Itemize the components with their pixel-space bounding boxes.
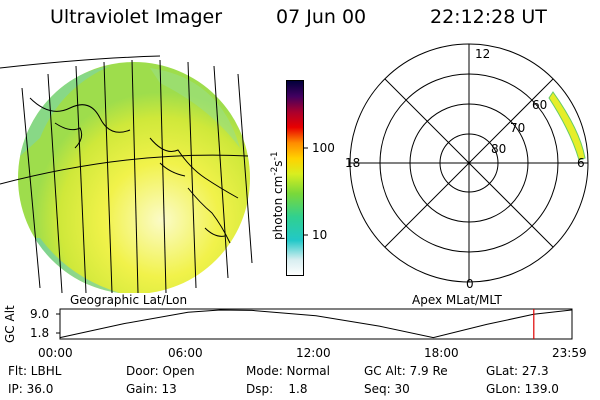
colorbar [286,80,308,276]
unit-exp2: -1 [270,151,280,161]
mlt-label-0: 0 [466,277,474,291]
polar-panel: 12 18 6 0 60 70 80 [345,43,589,291]
altitude-ytick-low: 1.8 [30,326,49,340]
status-gain: Gain: 13 [126,382,177,396]
earth-disc [18,62,250,293]
coastlines [29,97,239,244]
lat-lon-grid [0,55,253,293]
geographic-image-panel [0,55,253,293]
lat-label-70: 70 [510,121,525,135]
lat-label-80: 80 [491,142,506,156]
altitude-xtick-1: 06:00 [168,346,203,360]
status-gcalt: GC Alt: 7.9 Re [364,364,448,378]
colorbar-tick-100: 100 [312,141,335,155]
mlt-label-6: 6 [577,156,585,170]
status-door: Door: Open [126,364,195,378]
unit-s: s [271,160,285,167]
status-ip: IP: 36.0 [8,382,54,396]
status-dsp: Dsp: 1.8 [246,382,308,396]
instrument-title: Ultraviolet Imager [50,6,223,28]
altitude-ylabel: GC Alt [3,305,17,343]
altitude-plot-frame [59,308,573,340]
polar-highlight [548,91,586,161]
altitude-plot: GC Alt 9.0 1.8 00:00 06:00 12:00 18:00 2… [3,305,587,360]
polar-panel-label: Apex MLat/MLT [412,293,502,307]
mlt-label-12: 12 [475,47,490,61]
image-date: 07 Jun 00 [276,6,367,28]
altitude-xtick-0: 00:00 [38,346,73,360]
mlt-label-18: 18 [345,156,360,170]
colorbar-tick-10: 10 [312,228,328,242]
status-glat: GLat: 27.3 [486,364,549,378]
altitude-curve [59,309,572,339]
altitude-xtick-4: 23:59 [552,346,587,360]
lat-label-60: 60 [532,98,547,112]
colorbar-unit-label: photon cm-2s-1 [270,151,285,240]
image-time: 22:12:28 UT [430,6,547,28]
polar-grid [349,43,589,283]
status-filter: Flt: LBHL [8,364,62,378]
altitude-xtick-3: 18:00 [424,346,459,360]
unit-text: photon cm [271,175,285,240]
unit-exp1: -2 [270,166,280,176]
geo-panel-label: Geographic Lat/Lon [70,293,188,307]
status-glon: GLon: 139.0 [486,382,559,396]
status-mode: Mode: Normal [246,364,330,378]
altitude-ytick-high: 9.0 [30,307,49,321]
altitude-xtick-2: 12:00 [296,346,331,360]
status-seq: Seq: 30 [364,382,410,396]
